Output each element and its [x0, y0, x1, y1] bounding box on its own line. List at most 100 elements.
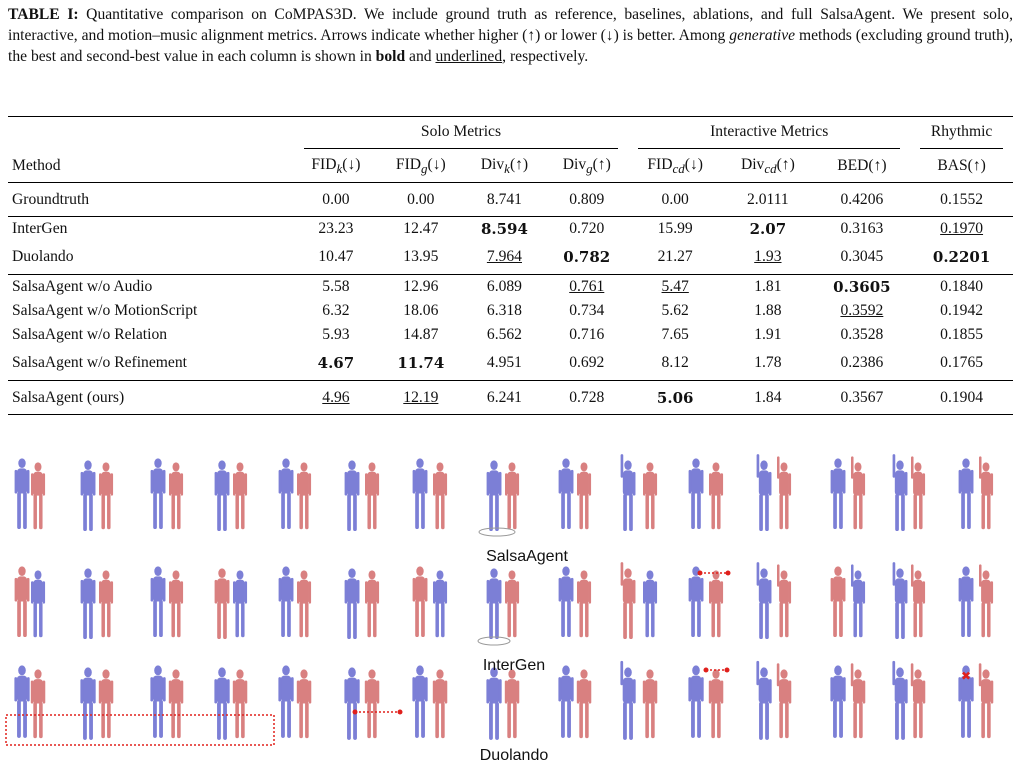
value-cell: 8.12	[661, 354, 689, 372]
dancer-figure	[910, 663, 926, 739]
value-cell: 0.1904	[940, 388, 984, 406]
dancer-figure	[31, 462, 46, 530]
dancer-figure	[620, 562, 636, 640]
dancer-figure	[297, 570, 312, 638]
dancer-figure	[504, 669, 520, 739]
method-header: Method	[12, 157, 61, 175]
dancer-figure	[777, 564, 792, 638]
value-cell: 0.1942	[940, 301, 984, 319]
dancer-figure	[958, 566, 974, 638]
dancer-figure	[278, 566, 294, 638]
dancer-figure	[850, 663, 866, 739]
figure-label-salsaagent: SalsaAgent	[486, 548, 568, 565]
caption-text-1: Quantitative comparison on CoMPAS3D. We …	[8, 6, 1013, 44]
table-row: SalsaAgent w/o Relation 5.93 14.87 6.562 0.7…	[8, 323, 1013, 347]
dancer-figure	[432, 669, 448, 739]
method-cell: Duolando	[12, 248, 74, 266]
dancer-figure	[709, 570, 724, 638]
value-cell: 4.67	[317, 354, 355, 373]
dancer-figure	[558, 566, 574, 638]
dancer-figure	[433, 462, 448, 530]
value-cell: 18.06	[403, 301, 439, 319]
svg-text:✖: ✖	[961, 669, 971, 683]
dancer-figure	[233, 462, 248, 530]
dancer-figure	[577, 462, 592, 530]
dancer-figure	[688, 458, 704, 530]
table-row: InterGen 23.23 12.47 8.594 0.720 15.99 2.07 0.3…	[8, 216, 1013, 241]
value-cell: 0.2386	[840, 354, 884, 372]
dancer-figure	[412, 566, 428, 638]
col-header: Divg(↑)	[562, 155, 611, 176]
dancer-figure	[776, 663, 792, 739]
value-cell: 1.91	[754, 325, 782, 343]
dancer-figure	[643, 462, 658, 530]
dancer-figure	[365, 570, 380, 638]
dancer-figure	[278, 665, 294, 738]
dancer-figure	[214, 568, 230, 640]
value-cell: 0.3528	[840, 325, 884, 343]
dancer-figure	[851, 456, 866, 530]
dancer-figure	[80, 460, 96, 532]
value-cell: 13.95	[403, 248, 439, 266]
dancer-figure	[577, 570, 592, 638]
value-cell: 1.84	[754, 388, 782, 406]
dancer-figure	[688, 665, 704, 738]
dancer-figure	[150, 566, 166, 638]
dancer-figure	[344, 667, 360, 740]
method-cell: SalsaAgent w/o Refinement	[12, 354, 187, 372]
dancer-figure	[708, 669, 724, 739]
table-row: Groundtruth 0.00 0.00 8.741 0.809 0.00 2.0111 0…	[8, 183, 1013, 217]
dancer-figure	[642, 669, 658, 739]
dancer-figure	[756, 562, 772, 640]
value-cell: 5.47	[661, 277, 689, 295]
value-cell: 4.96	[322, 388, 350, 406]
value-cell: 0.1855	[940, 325, 984, 343]
dancer-figure	[14, 458, 30, 530]
method-cell: SalsaAgent w/o Audio	[12, 277, 153, 295]
dancer-figure	[620, 454, 636, 532]
value-cell: 12.47	[403, 219, 439, 237]
figure-label-duolando: Duolando	[479, 747, 549, 764]
value-cell: 6.089	[486, 277, 522, 295]
col-header: BAS(↑)	[937, 157, 986, 175]
value-cell: 7.65	[661, 325, 689, 343]
method-cell: Groundtruth	[12, 190, 90, 208]
dancer-figure	[978, 663, 994, 739]
dancer-figure	[709, 462, 724, 530]
dancer-figure	[558, 458, 574, 530]
value-cell: 5.58	[322, 277, 350, 295]
annotation-marks: ✖	[5, 527, 971, 746]
dancer-figure	[576, 669, 592, 739]
value-cell: 1.93	[754, 248, 782, 266]
value-cell: 0.692	[569, 354, 605, 372]
dancer-figure	[99, 570, 114, 638]
dancer-figure	[979, 456, 994, 530]
value-cell: 10.47	[318, 248, 354, 266]
value-cell: 0.00	[661, 190, 689, 208]
dancer-figure	[168, 669, 184, 739]
value-cell: 4.951	[486, 354, 522, 372]
table-row: SalsaAgent w/o Refinement 4.67 11.74 4.951 0…	[8, 347, 1013, 381]
dancer-figure	[214, 667, 230, 740]
value-cell: 21.27	[657, 248, 693, 266]
dancer-figure	[911, 456, 926, 530]
dancer-silhouettes	[14, 454, 994, 740]
table-row: SalsaAgent w/o MotionScript 6.32 18.06 6.31…	[8, 299, 1013, 323]
value-cell: 2.0111	[747, 190, 789, 208]
dancer-figure	[278, 458, 294, 530]
dancer-figure	[150, 665, 166, 738]
value-cell: 0.2201	[932, 248, 991, 267]
dancer-figure	[505, 570, 520, 638]
value-cell: 6.318	[486, 301, 522, 319]
dancer-figure	[756, 660, 772, 740]
dancer-figure	[892, 660, 908, 740]
dancer-figure	[756, 454, 772, 532]
dancer-figure	[979, 564, 994, 638]
value-cell: 0.00	[322, 190, 350, 208]
dancer-figure	[169, 462, 184, 530]
dancer-figure	[296, 669, 312, 739]
value-cell: 8.741	[486, 190, 522, 208]
dancer-figure	[892, 562, 908, 640]
value-cell: 5.93	[322, 325, 350, 343]
value-cell: 0.00	[407, 190, 435, 208]
